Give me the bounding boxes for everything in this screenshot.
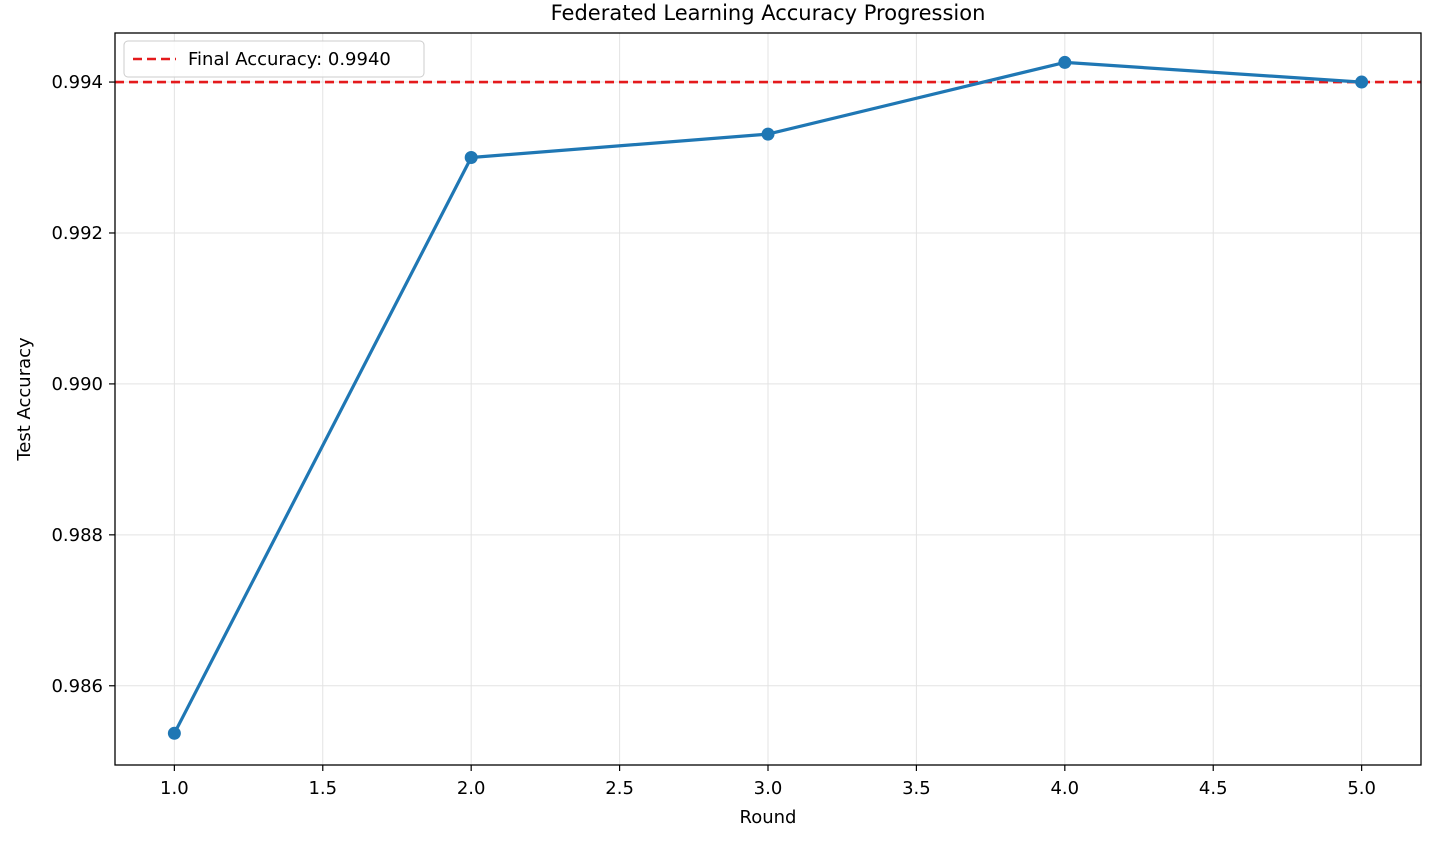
x-tick-label: 5.0 xyxy=(1347,778,1376,799)
x-tick-label: 4.0 xyxy=(1050,778,1079,799)
x-tick-label: 3.0 xyxy=(754,778,783,799)
accuracy-data-point xyxy=(1355,75,1369,89)
y-tick-label: 0.988 xyxy=(51,525,103,546)
series-group xyxy=(167,55,1369,740)
y-axis-label: Test Accuracy xyxy=(14,337,35,462)
x-tick-label: 3.5 xyxy=(902,778,931,799)
legend-label-final-accuracy: Final Accuracy: 0.9940 xyxy=(188,49,391,70)
y-tick-label: 0.994 xyxy=(51,72,103,93)
x-tick-label: 4.5 xyxy=(1199,778,1228,799)
x-tick-label: 2.0 xyxy=(457,778,486,799)
chart-title: Federated Learning Accuracy Progression xyxy=(551,1,986,25)
x-tick-label: 2.5 xyxy=(605,778,634,799)
y-tick-label: 0.986 xyxy=(51,676,103,697)
x-tick-label: 1.0 xyxy=(160,778,189,799)
accuracy-data-point xyxy=(761,127,775,141)
legend: Final Accuracy: 0.9940 xyxy=(123,40,425,78)
accuracy-data-point xyxy=(1058,55,1072,69)
y-axis-ticks: 0.986 0.988 0.990 0.992 0.994 xyxy=(51,72,115,697)
y-tick-label: 0.990 xyxy=(51,374,103,395)
accuracy-data-point xyxy=(464,151,478,165)
legend-box xyxy=(123,40,425,78)
x-axis-label: Round xyxy=(740,807,797,828)
x-axis-ticks: 1.0 1.5 2.0 2.5 3.0 3.5 4.0 4.5 5.0 xyxy=(160,765,1376,799)
y-tick-label: 0.992 xyxy=(51,223,103,244)
x-tick-label: 1.5 xyxy=(308,778,337,799)
accuracy-data-point xyxy=(167,726,181,740)
